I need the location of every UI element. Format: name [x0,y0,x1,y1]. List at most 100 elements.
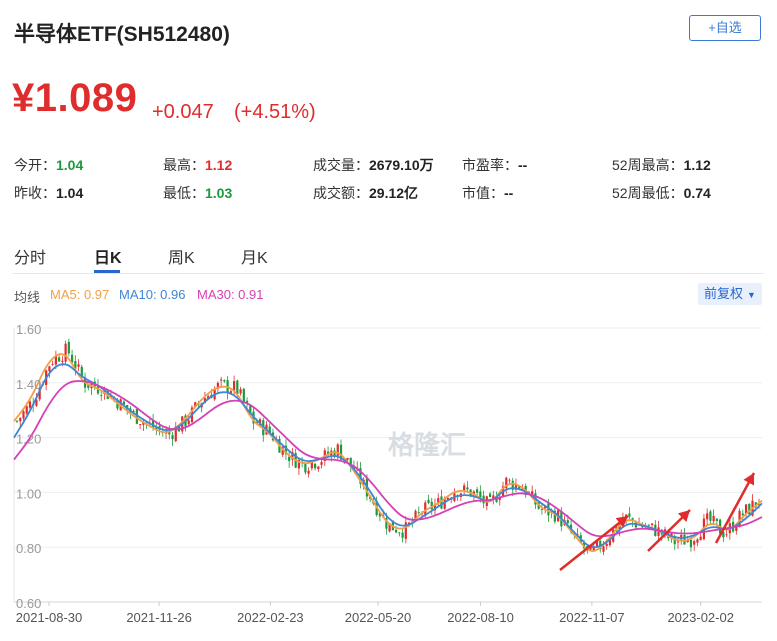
candle [401,527,404,543]
ma-line-ma10 [13,363,763,549]
stock-title: 半导体ETF(SH512480) [14,23,230,46]
candle [748,503,751,515]
candle [437,493,440,507]
candle [696,538,699,547]
candle [174,421,177,443]
candle [463,482,466,495]
annotation-arrows [559,472,756,571]
candle [709,509,712,525]
stat-low: 最低：1.03 [163,185,233,201]
candle [336,443,339,461]
candle [531,485,534,495]
candle [294,448,297,469]
active-tab-indicator [94,270,120,273]
annotation-arrow-2 [647,509,691,552]
candle [553,506,556,524]
candle [307,467,310,478]
y-tick-label: 1.00 [16,486,41,501]
stat-turnover: 成交额：29.12亿 [313,185,419,201]
x-tick-label: 2022-08-10 [447,610,514,625]
stat-pe: 市盈率：-- [462,157,528,173]
candle [100,390,103,401]
tab-intraday[interactable]: 分时 [14,250,47,267]
candle [139,423,142,430]
candle [281,446,284,457]
tabs-divider [12,273,764,274]
candle [77,359,80,372]
y-tick-label: 1.20 [16,432,41,447]
x-axis-labels: 2021-08-30 2021-11-26 2022-02-23 2022-05-20… [16,602,734,625]
stat-prev-close: 昨收：1.04 [14,185,84,201]
legend-ma30: MA30: 0.91 [197,287,264,302]
candle [398,531,401,537]
chart-grid [13,327,762,603]
tab-weekly-k[interactable]: 周K [168,250,195,267]
y-tick-label: 0.60 [16,596,41,611]
candle [304,462,307,475]
legend-ma5: MA5: 0.97 [50,287,110,302]
candle [488,491,492,498]
candle [693,539,696,551]
add-watchlist-button[interactable]: +自选 [689,15,761,41]
candle [514,478,518,493]
candle [683,528,686,545]
stat-52w-high: 52周最高：1.12 [612,157,711,173]
candle [433,498,437,516]
annotation-arrow-3 [714,472,756,544]
tab-daily-k[interactable]: 日K [94,250,122,267]
candle [689,534,693,552]
candle [297,457,300,475]
candle [511,477,514,497]
candle [459,492,463,502]
candle [67,338,70,357]
candle [313,462,317,471]
adjust-label: 前复权 [704,286,744,301]
candle [48,365,51,378]
candle [712,509,715,526]
adjust-dropdown[interactable]: 前复权 ▼ [698,283,762,305]
y-tick-label: 0.80 [16,541,41,556]
x-tick-label: 2022-02-23 [237,610,304,625]
candle [320,458,323,469]
stat-high: 最高：1.12 [163,157,233,173]
candle [485,495,488,511]
candle [239,386,242,396]
candle [87,385,90,391]
moving-average-lines [13,353,763,552]
candle [58,354,61,363]
candle [680,529,683,545]
candle [288,450,291,468]
candlestick-chart: 格隆汇 1.601.401.201.000.800.60 2021-08-30 2… [13,322,763,625]
candle [479,485,482,503]
candle [51,360,54,366]
stat-market-cap: 市值：-- [462,185,514,201]
x-tick-label: 2022-11-07 [559,610,625,625]
candle [220,376,223,387]
candle [64,340,67,366]
legend-ma10: MA10: 0.96 [119,287,186,302]
candle [417,506,420,515]
annotation-arrow-1 [559,515,629,571]
candle [15,420,19,423]
candle [223,379,226,383]
candle [741,509,744,521]
candle [540,503,544,515]
tab-monthly-k[interactable]: 月K [241,250,268,267]
x-tick-label: 2023-02-02 [667,610,734,625]
candle [725,529,728,538]
candle [404,516,407,544]
x-tick-label: 2021-08-30 [16,610,83,625]
current-price: ¥1.089 [12,76,138,120]
candle [427,494,430,505]
candle [738,508,741,528]
candle [628,507,631,520]
ma-line-ma30 [13,380,763,538]
price-change: +0.047 [152,101,214,123]
watermark: 格隆汇 [388,430,466,460]
candle [19,417,22,428]
candle [35,393,38,408]
candle [492,490,495,505]
candle [74,355,77,376]
legend-label: 均线 [14,290,41,305]
stat-volume: 成交量：2679.10万 [313,157,434,173]
